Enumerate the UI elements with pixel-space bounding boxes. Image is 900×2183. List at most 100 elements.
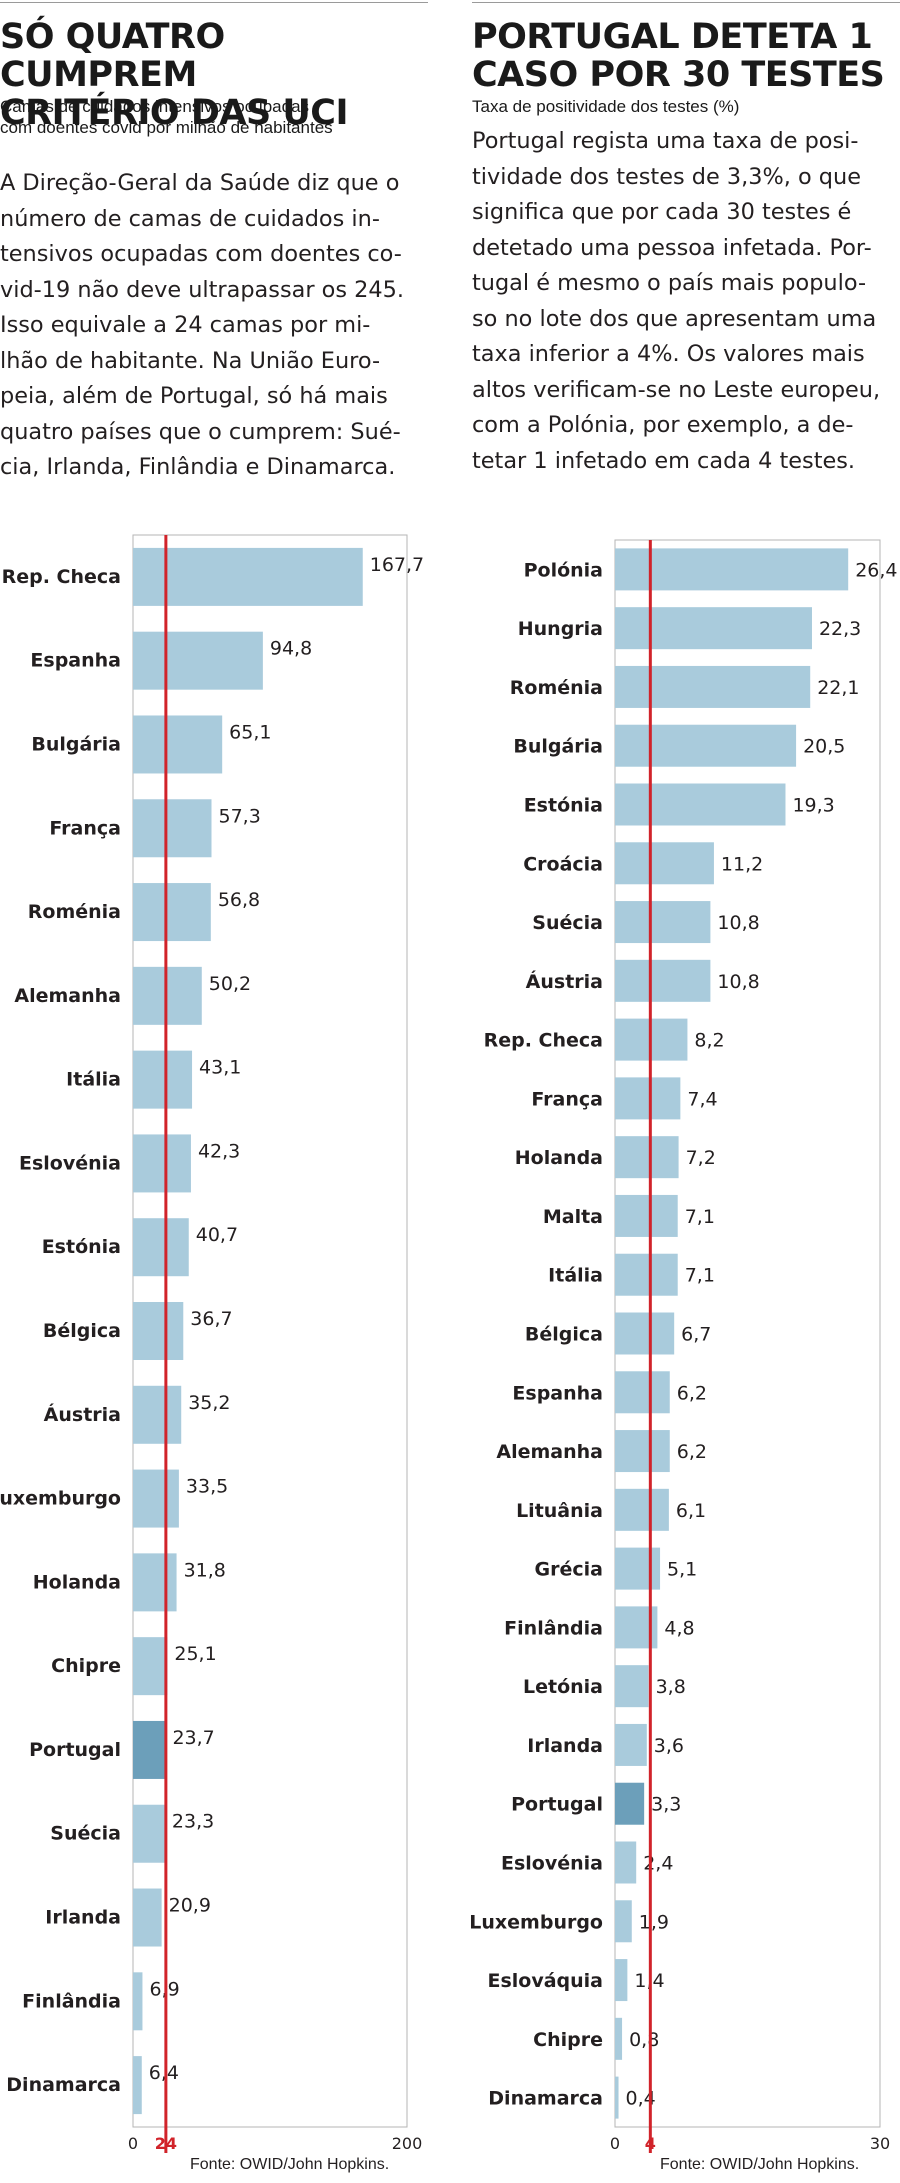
value-label: 7,4	[687, 1088, 717, 1110]
value-label: 10,8	[717, 912, 759, 934]
category-label: Alemanha	[14, 985, 121, 1007]
value-label: 6,4	[149, 2062, 179, 2084]
value-label: 31,8	[184, 1559, 226, 1581]
value-label: 43,1	[199, 1057, 241, 1079]
right-source-note: Fonte: OWID/John Hopkins.	[660, 2156, 860, 2173]
bar	[133, 1050, 193, 1109]
category-label: Chipre	[533, 2029, 603, 2051]
value-label: 0,4	[626, 2088, 656, 2110]
text-line: peia, além de Portugal, só há mais	[0, 383, 388, 409]
category-label: Hungria	[518, 618, 603, 640]
category-label: Suécia	[50, 1823, 121, 1845]
value-label: 3,3	[651, 1794, 681, 1816]
category-label: Eslovénia	[19, 1152, 121, 1174]
text-line: CASO POR 30 TESTES	[472, 55, 885, 95]
bar	[615, 1253, 678, 1296]
value-label: 36,7	[190, 1308, 232, 1330]
right-subtitle: Taxa de positividade dos testes (%)	[472, 96, 900, 117]
bar	[615, 1959, 628, 2002]
category-label: Polónia	[524, 559, 603, 581]
bar	[615, 959, 711, 1002]
category-label: Roménia	[510, 677, 603, 699]
right-body-lines: Portugal regista uma taxa de posi-tivida…	[472, 128, 880, 474]
value-label: 1,9	[639, 1911, 669, 1933]
value-label: 26,4	[855, 559, 897, 581]
right-headline: PORTUGAL DETETA 1 CASO POR 30 TESTES	[472, 18, 900, 94]
value-label: 3,6	[654, 1735, 684, 1757]
bar	[133, 631, 263, 690]
category-label: Rep. Checa	[484, 1030, 603, 1052]
text-line: PORTUGAL DETETA 1	[472, 17, 873, 57]
category-label: Lituânia	[516, 1500, 603, 1522]
category-label: Suécia	[532, 912, 603, 934]
text-line: CRITÉRIO DAS UCI	[0, 93, 349, 133]
left-body-text: A Direção-Geral da Saúde diz que o número…	[0, 166, 430, 486]
category-label: Espanha	[512, 1382, 603, 1404]
category-label: Bulgária	[31, 733, 121, 755]
value-label: 6,1	[676, 1500, 706, 1522]
category-label: Roménia	[28, 901, 121, 923]
value-label: 65,1	[229, 721, 271, 743]
text-line: Camas de cuidados intensivos ocupadas	[0, 97, 310, 116]
left-source-note: Fonte: OWID/John Hopkins.	[190, 2156, 390, 2173]
value-label: 8,2	[694, 1030, 724, 1052]
right-top-rule	[472, 2, 900, 3]
value-label: 20,5	[803, 736, 845, 758]
category-label: Áustria	[44, 1403, 121, 1426]
bar	[133, 715, 223, 774]
text-line: significa que por cada 30 testes é	[472, 199, 852, 225]
value-label: 6,2	[677, 1441, 707, 1463]
bar	[133, 1469, 179, 1528]
x-tick-label: 0	[128, 2134, 138, 2153]
text-line: lhão de habitante. Na União Euro-	[0, 347, 381, 374]
category-label: Bulgária	[513, 736, 603, 758]
category-label: Itália	[66, 1069, 121, 1091]
text-line: tetar 1 infetado em cada 4 testes.	[472, 447, 856, 474]
category-label: Finlândia	[22, 1990, 121, 2012]
value-label: 40,7	[196, 1224, 238, 1246]
value-label: 2,4	[643, 1853, 673, 1875]
category-label: Bélgica	[43, 1320, 121, 1342]
value-label: 50,2	[209, 973, 251, 995]
category-label: Letónia	[523, 1676, 603, 1698]
category-label: França	[49, 817, 121, 839]
category-label: Holanda	[515, 1147, 603, 1169]
value-label: 4,8	[664, 1617, 694, 1639]
value-label: 10,8	[717, 971, 759, 993]
bar	[615, 842, 714, 885]
value-label: 94,8	[270, 638, 312, 660]
category-label: Dinamarca	[488, 2088, 603, 2110]
category-label: Luxemburgo	[0, 1488, 121, 1510]
test-positivity-bar-chart: Polónia 26,4 Hungria 22,3 Roménia 22,1 Bulgári…	[469, 539, 898, 2153]
left-headline-text: SÓ QUATRO CUMPREM CRITÉRIO DAS UCI	[0, 17, 349, 133]
text-line: vid-19 não deve ultrapassar os 245.	[0, 276, 404, 303]
value-label: 5,1	[667, 1559, 697, 1581]
bar	[133, 883, 211, 942]
bar	[615, 1194, 678, 1237]
bar	[615, 1841, 637, 1884]
text-line: número de camas de cuidados in-	[0, 205, 380, 232]
text-line: tensivos ocupadas com doentes co-	[0, 241, 402, 267]
text-line: tugal é mesmo o país mais populo-	[472, 270, 867, 296]
right-subtitle-text: Taxa de positividade dos testes (%)	[472, 97, 740, 116]
value-label: 22,3	[819, 618, 861, 640]
bar	[133, 1888, 162, 1947]
value-label: 20,9	[169, 1895, 211, 1917]
value-label: 6,7	[681, 1324, 711, 1346]
text-line: com a Polónia, por exemplo, a de-	[472, 412, 854, 438]
value-label: 3,8	[656, 1676, 686, 1698]
category-label: Irlanda	[45, 1907, 121, 1929]
category-label: Estónia	[42, 1236, 121, 1258]
value-label: 11,2	[721, 853, 763, 875]
left-top-rule	[0, 2, 428, 3]
left-subtitle: Camas de cuidados intensivos ocupadas com…	[0, 96, 430, 138]
value-label: 33,5	[186, 1476, 228, 1498]
bar	[615, 1547, 661, 1590]
text-line: detetado uma pessoa infetada. Por-	[472, 234, 872, 261]
x-tick-label: 30	[870, 2134, 890, 2153]
bar	[133, 1804, 165, 1863]
value-label: 25,1	[174, 1643, 216, 1665]
bar	[615, 1077, 681, 1120]
category-label: Luxemburgo	[469, 1911, 603, 1933]
bar	[133, 1637, 168, 1696]
